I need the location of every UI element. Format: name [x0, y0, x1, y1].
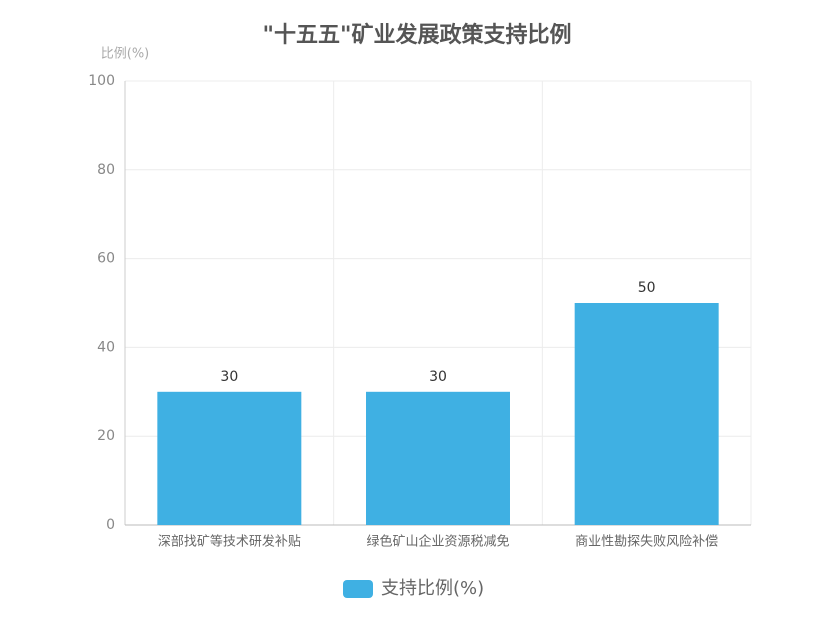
y-tick-label: 20 — [97, 428, 115, 444]
y-tick-label: 100 — [88, 73, 115, 89]
x-tick-label: 商业性勘探失败风险补偿 — [575, 535, 718, 550]
y-tick-label: 80 — [97, 162, 115, 178]
legend-swatch — [343, 580, 373, 598]
bar — [366, 391, 510, 525]
data-label: 50 — [638, 280, 656, 296]
bar — [157, 391, 302, 525]
data-label: 30 — [220, 369, 238, 385]
y-axis-label: 比例(%) — [101, 47, 150, 62]
chart-title: "十五五"矿业发展政策支持比例 — [263, 22, 572, 48]
legend-label: 支持比例(%) — [381, 578, 484, 599]
data-label: 30 — [429, 369, 447, 385]
x-tick-label: 深部找矿等技术研发补贴 — [158, 534, 301, 550]
bar — [574, 303, 719, 525]
x-tick-label: 绿色矿山企业资源税减免 — [366, 534, 509, 550]
y-tick-label: 40 — [97, 339, 115, 355]
y-tick-label: 60 — [97, 251, 115, 267]
y-tick-label: 0 — [106, 517, 115, 533]
